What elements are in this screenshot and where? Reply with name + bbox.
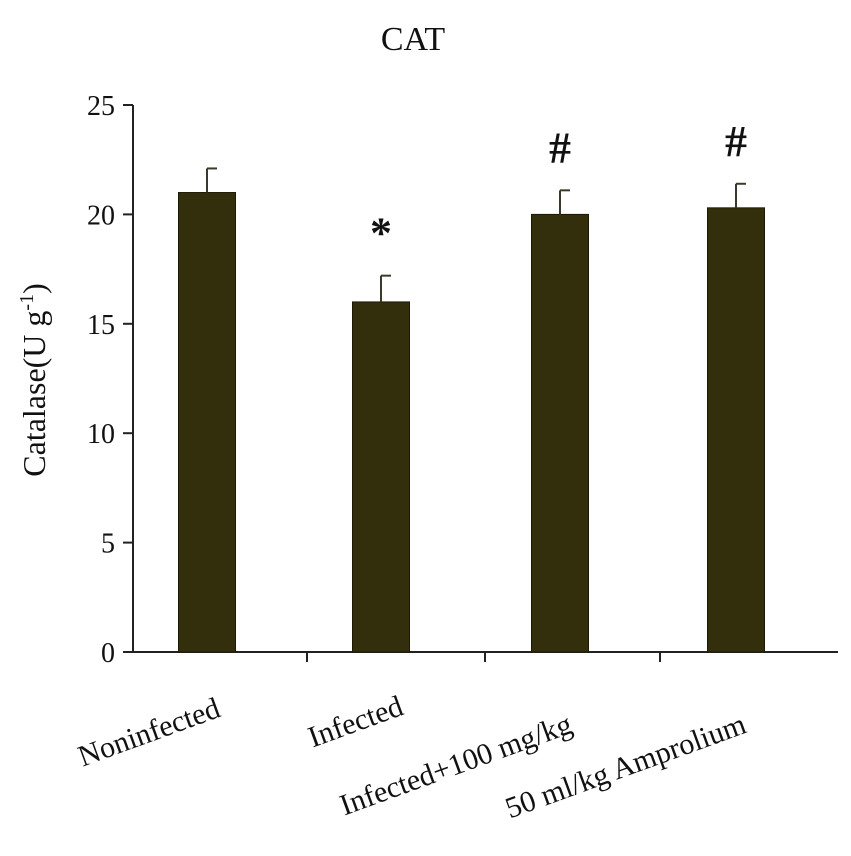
significance-marker: #	[549, 123, 571, 172]
y-axis-label-main: Catalase(U g	[16, 311, 52, 477]
chart-title: CAT	[381, 21, 445, 58]
significance-marker: #	[725, 117, 747, 166]
x-tick-label: Infected	[304, 690, 408, 755]
y-tick-label: 5	[101, 529, 115, 560]
y-tick-label: 20	[87, 200, 115, 231]
bar	[178, 192, 236, 653]
x-tick-label: Noninfected	[74, 692, 225, 774]
bar	[531, 213, 589, 653]
bar	[352, 301, 410, 653]
significance-marker: *	[370, 209, 392, 258]
bar	[707, 207, 765, 653]
y-tick-label: 15	[87, 310, 115, 341]
y-axis-label: Catalase(U g-1)	[16, 283, 52, 476]
y-axis-label-superscript: -1	[16, 294, 38, 311]
y-tick-label: 10	[87, 419, 115, 450]
y-tick-label: 0	[101, 638, 115, 669]
y-axis-label-suffix: )	[16, 283, 52, 294]
y-tick-label: 25	[87, 91, 115, 122]
